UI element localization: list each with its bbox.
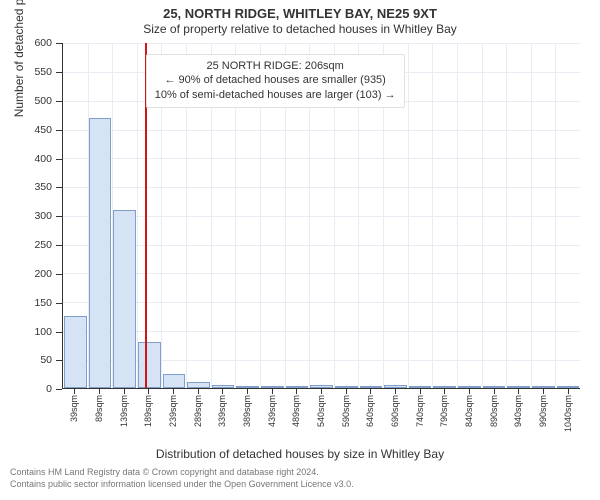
bar bbox=[557, 386, 580, 388]
annotation-line1: 25 NORTH RIDGE: 206sqm bbox=[155, 59, 396, 74]
x-tick-label: 439sqm bbox=[267, 395, 277, 427]
annotation-box: 25 NORTH RIDGE: 206sqm← 90% of detached … bbox=[146, 54, 405, 109]
y-tick-label: 400 bbox=[34, 153, 52, 165]
bar bbox=[236, 386, 259, 388]
y-tick-label: 200 bbox=[34, 268, 52, 280]
bar bbox=[458, 386, 481, 388]
bar bbox=[163, 374, 186, 388]
x-tick-label: 489sqm bbox=[291, 395, 301, 427]
y-tick-label: 300 bbox=[34, 210, 52, 222]
x-tick-label: 740sqm bbox=[415, 395, 425, 427]
credit-line-2: Contains public sector information licen… bbox=[10, 479, 590, 491]
bar bbox=[113, 210, 136, 388]
annotation-line2: ← 90% of detached houses are smaller (93… bbox=[155, 73, 396, 88]
x-tick-label: 289sqm bbox=[193, 395, 203, 427]
bar bbox=[433, 386, 456, 388]
bar bbox=[89, 118, 112, 388]
y-tick-label: 50 bbox=[40, 354, 52, 366]
page-title-line2: Size of property relative to detached ho… bbox=[0, 22, 600, 37]
page-title-line1: 25, NORTH RIDGE, WHITLEY BAY, NE25 9XT bbox=[0, 6, 600, 22]
x-tick-label: 389sqm bbox=[242, 395, 252, 427]
annotation-line3: 10% of semi-detached houses are larger (… bbox=[155, 88, 396, 103]
y-tick-label: 150 bbox=[34, 297, 52, 309]
bar bbox=[187, 382, 210, 388]
y-tick-label: 450 bbox=[34, 124, 52, 136]
bar bbox=[261, 386, 284, 388]
bar bbox=[483, 386, 506, 388]
bar bbox=[286, 386, 309, 388]
y-tick-label: 600 bbox=[34, 37, 52, 49]
x-tick-label: 139sqm bbox=[119, 395, 129, 427]
bar bbox=[384, 385, 407, 388]
x-tick-label: 990sqm bbox=[538, 395, 548, 427]
x-tick-label: 540sqm bbox=[316, 395, 326, 427]
x-tick-label: 790sqm bbox=[439, 395, 449, 427]
bar bbox=[138, 342, 161, 388]
x-tick-label: 89sqm bbox=[94, 395, 104, 422]
y-tick-label: 0 bbox=[46, 383, 52, 395]
x-tick-label: 39sqm bbox=[69, 395, 79, 422]
x-tick-label: 590sqm bbox=[341, 395, 351, 427]
y-tick-label: 550 bbox=[34, 66, 52, 78]
y-tick-label: 100 bbox=[34, 326, 52, 338]
bar bbox=[532, 386, 555, 388]
x-tick-label: 840sqm bbox=[464, 395, 474, 427]
x-tick-label: 690sqm bbox=[390, 395, 400, 427]
bar bbox=[212, 385, 235, 388]
bar bbox=[335, 386, 358, 388]
x-tick-label: 890sqm bbox=[489, 395, 499, 427]
bar bbox=[507, 386, 530, 388]
bar bbox=[310, 385, 333, 388]
bar bbox=[64, 316, 87, 388]
x-axis-label: Distribution of detached houses by size … bbox=[0, 447, 600, 461]
x-tick-label: 239sqm bbox=[168, 395, 178, 427]
x-tick-label: 1040sqm bbox=[563, 395, 573, 432]
y-tick-label: 250 bbox=[34, 239, 52, 251]
x-tick-label: 339sqm bbox=[217, 395, 227, 427]
y-tick-label: 500 bbox=[34, 95, 52, 107]
x-tick-label: 189sqm bbox=[143, 395, 153, 427]
y-tick-label: 350 bbox=[34, 181, 52, 193]
x-tick-label: 640sqm bbox=[365, 395, 375, 427]
credit-line-1: Contains HM Land Registry data © Crown c… bbox=[10, 467, 590, 479]
bar bbox=[360, 386, 383, 388]
histogram-chart: 25 NORTH RIDGE: 206sqm← 90% of detached … bbox=[62, 43, 580, 413]
x-tick-label: 940sqm bbox=[513, 395, 523, 427]
y-axis-label: Number of detached properties bbox=[12, 0, 26, 117]
bar bbox=[409, 386, 432, 388]
